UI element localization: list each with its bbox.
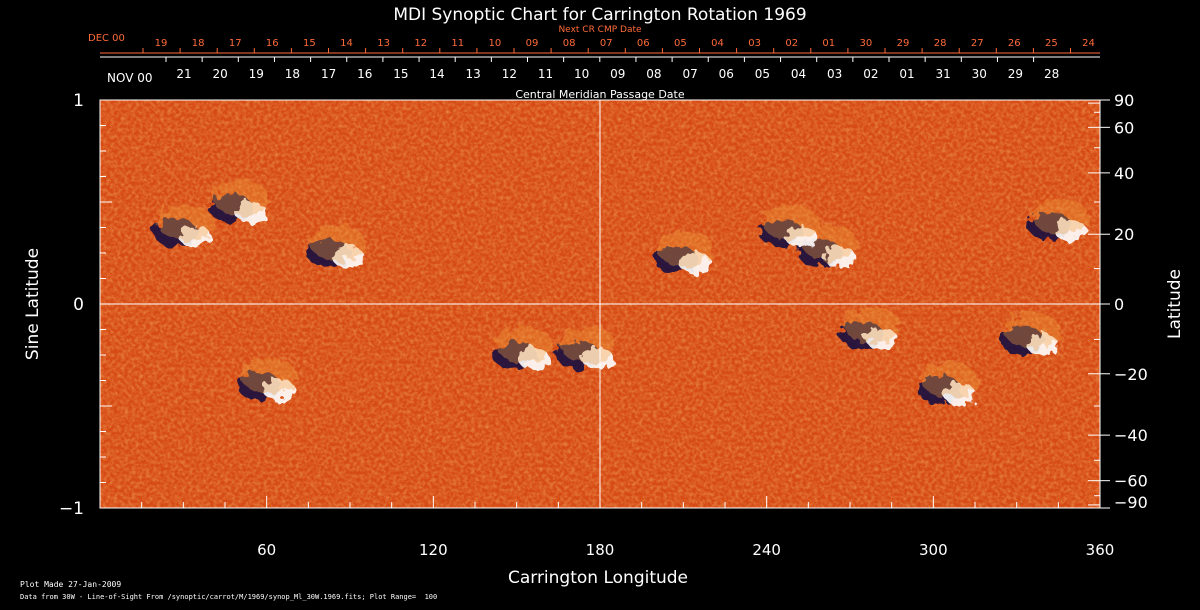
y-tick-label-left: 0	[73, 295, 84, 315]
next-cr-tick-label: 25	[1045, 38, 1058, 49]
next-cr-tick-label: 03	[748, 38, 761, 49]
next-cr-tick-label: 10	[489, 38, 502, 49]
cmp-tick-label: 07	[682, 67, 697, 81]
cmp-tick-label: 05	[755, 67, 770, 81]
cmp-tick-label: 19	[249, 67, 264, 81]
next-cr-tick-label: 01	[822, 38, 835, 49]
next-cr-tick-label: 05	[674, 38, 687, 49]
cmp-tick-label: 01	[899, 67, 914, 81]
y-tick-label-right: −60	[1114, 472, 1148, 491]
next-cr-tick-label: 26	[1008, 38, 1021, 49]
next-cr-tick-label: 24	[1082, 38, 1095, 49]
next-cr-month-label: DEC 00	[88, 33, 125, 44]
active-region	[492, 327, 553, 370]
data-source-note: Data from 30W - Line-of-Sight From /syno…	[20, 593, 438, 601]
cmp-tick-label: 20	[213, 67, 228, 81]
cmp-tick-label: 28	[1044, 67, 1059, 81]
plot-made-note: Plot Made 27-Jan-2009	[20, 580, 122, 589]
cmp-tick-label: 02	[863, 67, 878, 81]
y-axis-label-right: Latitude	[1165, 269, 1185, 339]
next-cr-tick-label: 13	[377, 38, 390, 49]
active-region	[917, 361, 978, 405]
next-cr-tick-label: 11	[451, 38, 464, 49]
cmp-tick-label: 10	[574, 67, 589, 81]
next-cr-tick-label: 09	[526, 38, 539, 49]
x-tick-label: 360	[1086, 541, 1115, 559]
next-cr-tick-label: 17	[229, 38, 242, 49]
active-region	[208, 180, 269, 224]
x-tick-label: 60	[257, 541, 276, 559]
y-tick-label-right: −20	[1114, 365, 1148, 384]
y-axis-label-left: Sine Latitude	[23, 248, 43, 360]
chart-title: MDI Synoptic Chart for Carrington Rotati…	[393, 5, 806, 25]
next-cr-tick-label: 12	[414, 38, 427, 49]
y-tick-label-right: 90	[1114, 91, 1134, 110]
active-region	[839, 306, 900, 350]
cmp-tick-label: 15	[393, 67, 408, 81]
y-tick-label-right: 20	[1114, 225, 1134, 244]
active-region	[1028, 198, 1089, 242]
next-cr-tick-label: 14	[340, 38, 353, 49]
cmp-axis-label: Central Meridian Passage Date	[515, 88, 684, 101]
active-region	[1000, 312, 1061, 356]
next-cr-tick-label: 02	[785, 38, 798, 49]
axes: 60 120 180 240 300 360 1 0 −1 90 60 40 20 0 −20 −40 −60 −…	[59, 91, 1148, 559]
plot-area	[100, 100, 1100, 508]
cmp-month-label: NOV 00	[107, 71, 153, 85]
cmp-tick-label: 30	[972, 67, 987, 81]
next-cr-tick-label: 15	[303, 38, 316, 49]
x-tick-label: 300	[919, 541, 948, 559]
next-cr-tick-label: 18	[192, 38, 205, 49]
cmp-tick-label: 29	[1008, 67, 1023, 81]
active-region	[758, 204, 819, 248]
next-cr-tick-label: 06	[637, 38, 650, 49]
next-cr-tick-label: 28	[934, 38, 947, 49]
cmp-tick-label: 13	[466, 67, 481, 81]
next-cr-axis-label: Next CR CMP Date	[558, 25, 642, 35]
active-region	[153, 204, 214, 248]
y-tick-label-right: 60	[1114, 118, 1134, 137]
cmp-tick-label: 11	[538, 67, 553, 81]
cmp-tick-label: 09	[610, 67, 625, 81]
cmp-tick-label: 31	[936, 67, 951, 81]
next-cr-tick-label: 07	[600, 38, 613, 49]
active-regions	[153, 180, 1089, 405]
y-tick-label-left: −1	[59, 499, 84, 519]
next-cr-tick-label: 29	[897, 38, 910, 49]
next-cr-tick-label: 19	[155, 38, 168, 49]
next-cr-tick-label: 08	[563, 38, 576, 49]
y-tick-label-right: −90	[1114, 493, 1148, 512]
next-cr-tick-label: 16	[266, 38, 279, 49]
next-cr-tick-label: 30	[860, 38, 873, 49]
cmp-tick-label: 03	[827, 67, 842, 81]
y-tick-label-right: 40	[1114, 164, 1134, 183]
cmp-tick-label: 04	[791, 67, 806, 81]
cmp-tick-label: 14	[429, 67, 444, 81]
active-region	[556, 327, 617, 370]
x-axis-label: Carrington Longitude	[508, 568, 688, 588]
x-tick-label: 180	[586, 541, 615, 559]
next-cr-tick-label: 27	[971, 38, 984, 49]
cmp-tick-label: 06	[719, 67, 734, 81]
y-tick-label-left: 1	[73, 91, 84, 111]
x-tick-label: 240	[752, 541, 781, 559]
cmp-tick-label: 17	[321, 67, 336, 81]
cmp-tick-label: 16	[357, 67, 372, 81]
cmp-tick-label: 08	[646, 67, 661, 81]
active-region	[236, 357, 297, 401]
y-tick-label-right: −40	[1114, 426, 1148, 445]
x-tick-label: 120	[419, 541, 448, 559]
cmp-tick-label: 21	[176, 67, 191, 81]
cmp-tick-label: 12	[502, 67, 517, 81]
top-date-axes: Next CR CMP Date DEC 00 19 18 17 16 15 14 13 12 11…	[88, 25, 1100, 101]
active-region	[306, 225, 367, 268]
next-cr-tick-label: 04	[711, 38, 724, 49]
cmp-tick-label: 18	[285, 67, 300, 81]
active-region	[653, 231, 714, 275]
y-tick-label-right: 0	[1114, 295, 1124, 314]
